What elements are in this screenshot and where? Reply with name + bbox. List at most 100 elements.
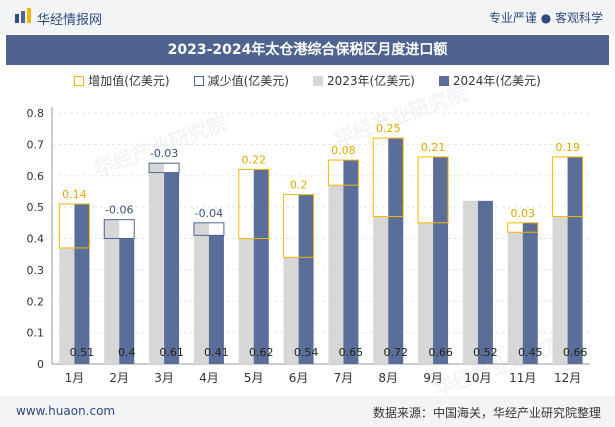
- legend-2024-label: 2024年(亿美元): [452, 74, 541, 88]
- x-tick-label: 11月: [509, 371, 536, 385]
- top-bar: 华经情报网 专业严谨 ● 客观科学: [0, 0, 615, 34]
- increase-label: 0.03: [511, 207, 536, 220]
- x-tick-label: 3月: [154, 371, 174, 385]
- footer: www.huaon.com 数据来源：中国海关，华经产业研究院整理: [0, 396, 615, 427]
- footer-source: 数据来源：中国海关，华经产业研究院整理: [372, 406, 601, 420]
- decrease-bracket: [193, 222, 225, 236]
- y-tick-label: 0.8: [27, 107, 45, 120]
- bar-2024: [522, 222, 538, 364]
- bar-2024: [208, 235, 224, 364]
- bar-2024: [567, 156, 583, 364]
- y-tick-label: 0: [37, 358, 44, 371]
- bar-2024: [477, 200, 493, 364]
- decrease-swatch: [193, 75, 204, 86]
- value-label-2024: 0.62: [249, 346, 274, 359]
- bar-2024: [343, 160, 359, 364]
- bar-2024: [433, 156, 449, 364]
- bar-2023: [328, 185, 344, 364]
- y-tick-label: 0.4: [27, 233, 45, 246]
- y-tick-label: 0.1: [27, 327, 45, 340]
- x-tick-label: 2月: [109, 371, 129, 385]
- increase-swatch: [74, 75, 85, 86]
- x-tick-label: 10月: [464, 371, 491, 385]
- decrease-bracket: [103, 219, 135, 240]
- bar-2023: [507, 232, 523, 364]
- y-tick-label: 0.2: [27, 295, 45, 308]
- value-label-2024: 0.72: [384, 346, 409, 359]
- increase-bracket: [283, 194, 315, 258]
- legend-increase-label: 增加值(亿美元): [88, 74, 170, 88]
- value-label-2024: 0.51: [70, 346, 95, 359]
- bar-2024: [164, 172, 180, 364]
- increase-bracket: [552, 156, 584, 218]
- bar-2024: [253, 169, 269, 364]
- y2024-swatch: [438, 75, 449, 86]
- increase-label: 0.14: [62, 188, 87, 201]
- x-tick-label: 5月: [244, 371, 264, 385]
- value-label-2024: 0.45: [518, 346, 543, 359]
- value-label-2024: 0.66: [428, 346, 453, 359]
- decrease-label: -0.06: [105, 204, 133, 217]
- bar-2024: [74, 203, 90, 364]
- bar-2023: [104, 219, 120, 364]
- increase-bracket: [417, 156, 449, 224]
- increase-label: 0.21: [421, 141, 446, 154]
- x-tick-label: 8月: [378, 371, 398, 385]
- bar-2023: [59, 247, 75, 364]
- bar-2023: [462, 200, 478, 364]
- value-label-2024: 0.54: [294, 346, 319, 359]
- increase-label: 0.2: [290, 179, 308, 192]
- legend-increase: 增加值(亿美元): [74, 72, 170, 89]
- increase-label: 0.19: [555, 141, 580, 154]
- legend-decrease: 减少值(亿美元): [193, 72, 289, 89]
- bar-2023: [193, 222, 209, 364]
- bar-2023: [149, 163, 165, 364]
- increase-bracket: [372, 137, 404, 218]
- legend-decrease-label: 减少值(亿美元): [207, 74, 289, 88]
- bar-2024: [298, 194, 314, 364]
- x-tick-label: 12月: [554, 371, 581, 385]
- increase-label: 0.25: [376, 122, 401, 135]
- decrease-label: -0.03: [150, 147, 178, 160]
- brand: 华经情报网: [14, 8, 102, 28]
- tagline: 专业严谨 ● 客观科学: [488, 11, 603, 25]
- bar-2024: [119, 238, 135, 364]
- chart-title: 2023-2024年太仓港综合保税区月度进口额: [6, 35, 609, 65]
- y-tick-label: 0.3: [27, 264, 45, 277]
- legend: 增加值(亿美元) 减少值(亿美元) 2023年(亿美元) 2024年(亿美元): [0, 72, 615, 89]
- value-label-2024: 0.41: [204, 346, 229, 359]
- bar-2023: [238, 238, 254, 364]
- footer-url: www.huaon.com: [16, 404, 116, 418]
- increase-bracket: [327, 159, 359, 186]
- decrease-bracket: [148, 162, 180, 174]
- value-label-2024: 0.61: [159, 346, 184, 359]
- y2023-swatch: [312, 75, 323, 86]
- decrease-label: -0.04: [195, 207, 223, 220]
- y-tick-label: 0.7: [27, 138, 45, 151]
- value-label-2024: 0.52: [473, 346, 498, 359]
- legend-2023-label: 2023年(亿美元): [326, 74, 415, 88]
- y-tick-label: 0.6: [27, 170, 45, 183]
- x-tick-label: 1月: [65, 371, 85, 385]
- increase-label: 0.08: [331, 144, 356, 157]
- bar-2023: [283, 257, 299, 364]
- increase-bracket: [238, 168, 270, 240]
- brand-name: 华经情报网: [37, 12, 103, 28]
- value-label-2024: 0.65: [339, 346, 364, 359]
- increase-label: 0.22: [242, 153, 267, 166]
- x-tick-label: 9月: [423, 371, 443, 385]
- y-tick-label: 0.5: [27, 201, 45, 214]
- bar-2024: [388, 138, 404, 364]
- bar-2023: [552, 216, 568, 364]
- value-label-2024: 0.4: [118, 346, 136, 359]
- x-tick-label: 4月: [199, 371, 219, 385]
- logo-icon: [14, 8, 32, 28]
- bar-2023: [373, 216, 389, 364]
- legend-2023: 2023年(亿美元): [312, 72, 415, 89]
- increase-bracket: [58, 203, 90, 249]
- increase-bracket: [507, 222, 539, 233]
- bar-2023: [418, 222, 434, 364]
- value-label-2024: 0.66: [563, 346, 588, 359]
- legend-2024: 2024年(亿美元): [438, 72, 541, 89]
